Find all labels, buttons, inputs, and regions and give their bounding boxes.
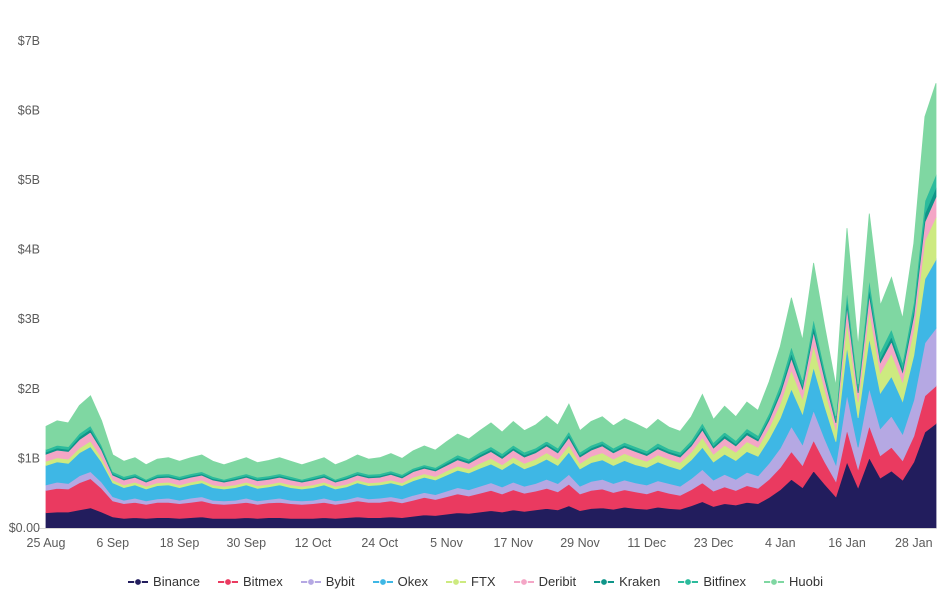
x-tick-label: 29 Nov bbox=[560, 536, 600, 550]
legend-label: Bitmex bbox=[243, 574, 283, 589]
legend-item-ftx[interactable]: FTX bbox=[446, 574, 496, 589]
y-tick-label: $3B bbox=[18, 312, 40, 326]
x-tick-label: 24 Oct bbox=[361, 536, 398, 550]
y-tick-label: $7B bbox=[18, 34, 40, 48]
legend-item-huobi[interactable]: Huobi bbox=[763, 574, 823, 589]
x-tick-label: 6 Sep bbox=[96, 536, 129, 550]
legend-marker-bitmex-icon bbox=[218, 577, 239, 586]
y-tick-label: $0.00 bbox=[9, 521, 40, 535]
legend-marker-bybit-icon bbox=[300, 577, 321, 586]
x-tick-label: 25 Aug bbox=[27, 536, 66, 550]
x-tick-label: 11 Dec bbox=[627, 536, 666, 550]
legend-item-bitmex[interactable]: Bitmex bbox=[218, 574, 283, 589]
legend-label: Kraken bbox=[619, 574, 661, 589]
legend-marker-ftx-icon bbox=[446, 577, 466, 586]
legend-marker-okex-icon bbox=[372, 577, 393, 586]
legend-marker-binance-icon bbox=[128, 577, 149, 586]
legend-label: FTX bbox=[471, 574, 496, 589]
chart-legend: Binance Bitmex Bybit Okex FTX Deribit Kraken Bi… bbox=[0, 574, 951, 589]
x-tick-label: 18 Sep bbox=[160, 536, 200, 550]
x-tick-label: 28 Jan bbox=[895, 536, 933, 550]
legend-marker-bitfinex-icon bbox=[678, 577, 699, 586]
stacked-area-chart[interactable]: $0.00 $1B $2B $3B $4B $5B $6B $7B 25 Aug 6 Sep 18 … bbox=[0, 0, 951, 560]
x-tick-label: 16 Jan bbox=[828, 536, 866, 550]
y-tick-label: $1B bbox=[18, 451, 40, 465]
legend-marker-huobi-icon bbox=[763, 577, 784, 586]
legend-item-okex[interactable]: Okex bbox=[372, 574, 428, 589]
legend-item-bybit[interactable]: Bybit bbox=[300, 574, 355, 589]
legend-label: Okex bbox=[397, 574, 428, 589]
x-tick-label: 5 Nov bbox=[430, 536, 463, 550]
legend-label: Huobi bbox=[788, 574, 823, 589]
y-tick-label: $6B bbox=[18, 103, 40, 117]
legend-item-deribit[interactable]: Deribit bbox=[513, 574, 577, 589]
legend-marker-kraken-icon bbox=[594, 577, 615, 586]
legend-label: Bitfinex bbox=[703, 574, 746, 589]
y-tick-label: $5B bbox=[18, 173, 40, 187]
x-tick-label: 30 Sep bbox=[226, 536, 266, 550]
y-tick-label: $4B bbox=[18, 243, 40, 257]
legend-label: Deribit bbox=[538, 574, 577, 589]
x-tick-label: 17 Nov bbox=[493, 536, 533, 550]
area-huobi[interactable] bbox=[45, 83, 937, 480]
x-tick-label: 23 Dec bbox=[694, 536, 734, 550]
legend-item-kraken[interactable]: Kraken bbox=[594, 574, 660, 589]
y-tick-label: $2B bbox=[18, 382, 40, 396]
legend-item-bitfinex[interactable]: Bitfinex bbox=[678, 574, 746, 589]
legend-item-binance[interactable]: Binance bbox=[128, 574, 200, 589]
x-tick-label: 4 Jan bbox=[765, 536, 796, 550]
legend-marker-deribit-icon bbox=[513, 577, 534, 586]
x-tick-label: 12 Oct bbox=[295, 536, 332, 550]
legend-label: Bybit bbox=[325, 574, 355, 589]
legend-label: Binance bbox=[153, 574, 201, 589]
